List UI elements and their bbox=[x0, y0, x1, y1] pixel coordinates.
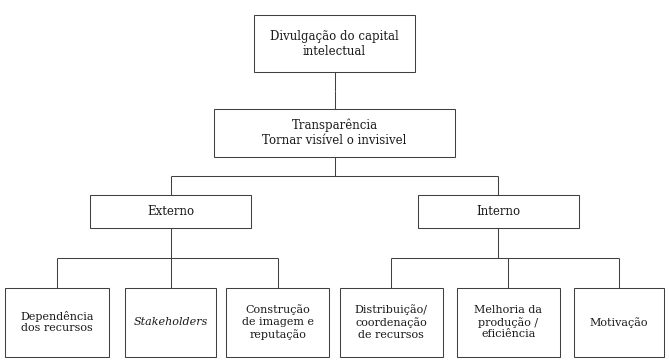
Text: Stakeholders: Stakeholders bbox=[133, 317, 208, 327]
Text: Construção
de imagem e
reputação: Construção de imagem e reputação bbox=[242, 305, 314, 340]
FancyBboxPatch shape bbox=[126, 288, 215, 357]
Text: Melhoria da
produção /
eficiência: Melhoria da produção / eficiência bbox=[474, 305, 543, 339]
FancyBboxPatch shape bbox=[339, 288, 443, 357]
FancyBboxPatch shape bbox=[418, 195, 579, 228]
Text: Transparência
Tornar visível o invisivel: Transparência Tornar visível o invisivel bbox=[262, 119, 407, 147]
FancyBboxPatch shape bbox=[225, 288, 329, 357]
FancyBboxPatch shape bbox=[5, 288, 108, 357]
FancyBboxPatch shape bbox=[574, 288, 664, 357]
FancyBboxPatch shape bbox=[90, 195, 251, 228]
FancyBboxPatch shape bbox=[214, 109, 455, 157]
Text: Externo: Externo bbox=[147, 205, 194, 218]
Text: Dependência
dos recursos: Dependência dos recursos bbox=[20, 311, 94, 333]
Text: Distribuição/
coordenação
de recursos: Distribuição/ coordenação de recursos bbox=[355, 305, 428, 340]
Text: Motivação: Motivação bbox=[589, 317, 648, 328]
FancyBboxPatch shape bbox=[456, 288, 561, 357]
FancyBboxPatch shape bbox=[254, 15, 415, 72]
Text: Divulgação do capital
intelectual: Divulgação do capital intelectual bbox=[270, 30, 399, 58]
Text: Interno: Interno bbox=[476, 205, 520, 218]
